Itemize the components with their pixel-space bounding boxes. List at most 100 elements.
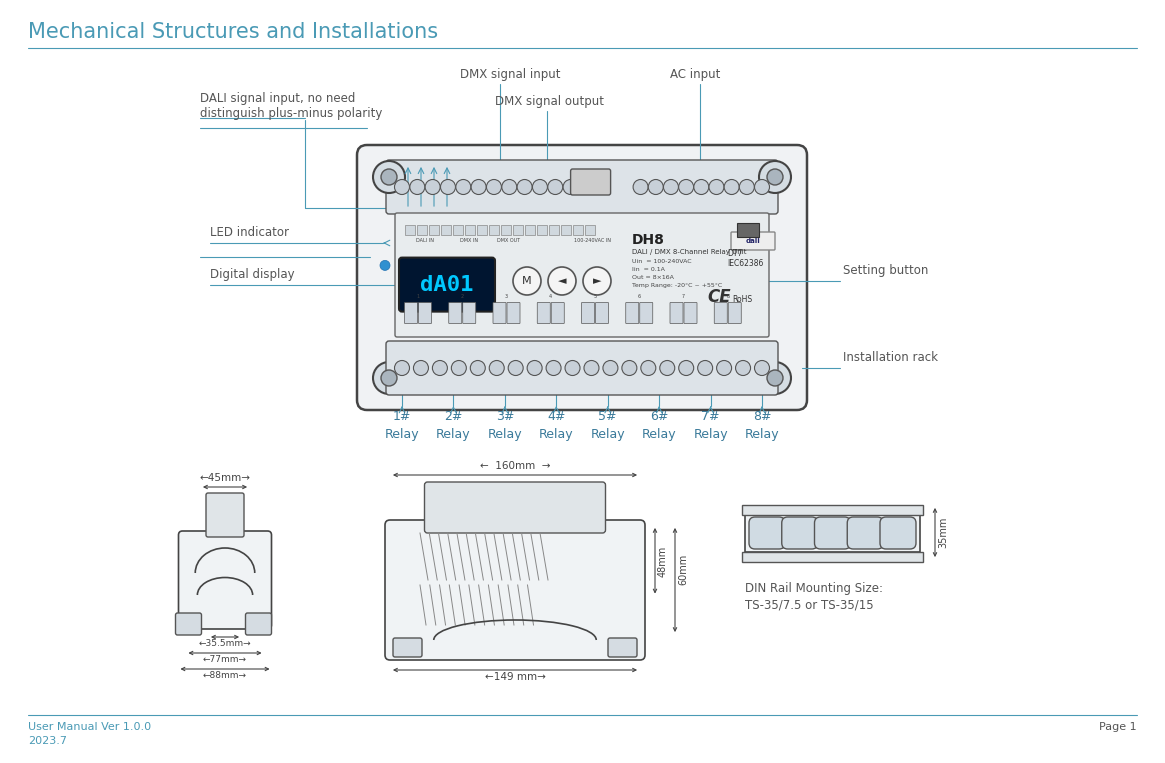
FancyBboxPatch shape (524, 224, 535, 234)
Text: Page 1: Page 1 (1100, 722, 1137, 732)
FancyBboxPatch shape (585, 224, 594, 234)
Text: M: M (522, 276, 531, 286)
FancyBboxPatch shape (440, 224, 451, 234)
Text: Relay: Relay (693, 428, 728, 441)
Circle shape (548, 267, 576, 295)
Text: ←45mm→: ←45mm→ (199, 473, 250, 483)
FancyBboxPatch shape (488, 224, 499, 234)
FancyBboxPatch shape (684, 302, 697, 324)
Text: DALI signal input, no need
distinguish plus-minus polarity: DALI signal input, no need distinguish p… (200, 92, 382, 120)
Circle shape (725, 179, 739, 195)
Text: Out = 8×16A: Out = 8×16A (631, 275, 673, 280)
FancyBboxPatch shape (513, 224, 522, 234)
Text: Setting button: Setting button (843, 264, 929, 277)
Text: Relay: Relay (591, 428, 626, 441)
FancyBboxPatch shape (537, 224, 546, 234)
Circle shape (527, 360, 542, 375)
Circle shape (508, 360, 523, 375)
FancyBboxPatch shape (730, 232, 775, 250)
FancyBboxPatch shape (551, 302, 564, 324)
FancyBboxPatch shape (737, 223, 760, 237)
FancyBboxPatch shape (384, 520, 645, 660)
Circle shape (663, 179, 678, 195)
Circle shape (565, 360, 580, 375)
FancyBboxPatch shape (356, 145, 807, 410)
Text: 5#: 5# (599, 410, 617, 423)
Circle shape (584, 360, 599, 375)
FancyBboxPatch shape (670, 302, 683, 324)
FancyBboxPatch shape (608, 638, 637, 657)
FancyBboxPatch shape (429, 224, 438, 234)
Circle shape (716, 360, 732, 375)
Text: 1: 1 (416, 294, 419, 299)
FancyBboxPatch shape (537, 302, 550, 324)
Text: Relay: Relay (487, 428, 522, 441)
FancyBboxPatch shape (176, 613, 202, 635)
Text: DMX signal input: DMX signal input (460, 68, 560, 81)
FancyBboxPatch shape (571, 169, 610, 195)
Circle shape (709, 179, 723, 195)
FancyBboxPatch shape (880, 517, 916, 549)
FancyBboxPatch shape (493, 302, 506, 324)
Text: Temp Range: -20°C ~ +55°C: Temp Range: -20°C ~ +55°C (631, 283, 722, 288)
Text: TS-35/7.5 or TS-35/15: TS-35/7.5 or TS-35/15 (744, 598, 874, 611)
Circle shape (489, 360, 504, 375)
FancyBboxPatch shape (386, 341, 778, 395)
Text: DT7: DT7 (727, 249, 742, 258)
Circle shape (760, 161, 791, 193)
Text: dA01: dA01 (421, 275, 474, 295)
FancyBboxPatch shape (640, 302, 652, 324)
Text: 7: 7 (682, 294, 685, 299)
Circle shape (451, 360, 466, 375)
Text: DIN Rail Mounting Size:: DIN Rail Mounting Size: (744, 582, 883, 595)
Text: Mechanical Structures and Installations: Mechanical Structures and Installations (28, 22, 438, 42)
Circle shape (548, 179, 563, 195)
Circle shape (456, 179, 471, 195)
FancyBboxPatch shape (395, 213, 769, 337)
Text: Relay: Relay (539, 428, 573, 441)
Text: 100-240VAC IN: 100-240VAC IN (573, 238, 610, 243)
Text: 6: 6 (637, 294, 641, 299)
FancyBboxPatch shape (782, 517, 818, 549)
Text: DMX signal output: DMX signal output (495, 95, 603, 108)
Text: ◄: ◄ (558, 276, 566, 286)
Circle shape (395, 179, 410, 195)
Text: RoHS: RoHS (732, 295, 753, 304)
Circle shape (767, 169, 783, 185)
Text: 2#: 2# (444, 410, 463, 423)
Circle shape (532, 179, 548, 195)
Circle shape (641, 360, 656, 375)
Circle shape (648, 179, 663, 195)
Text: ←35.5mm→: ←35.5mm→ (199, 639, 252, 648)
FancyBboxPatch shape (476, 224, 487, 234)
Circle shape (622, 360, 637, 375)
FancyBboxPatch shape (404, 224, 415, 234)
Circle shape (563, 179, 578, 195)
FancyBboxPatch shape (847, 517, 883, 549)
Text: 7#: 7# (701, 410, 720, 423)
Text: 3#: 3# (495, 410, 514, 423)
FancyBboxPatch shape (404, 302, 417, 324)
FancyBboxPatch shape (581, 302, 594, 324)
FancyBboxPatch shape (463, 302, 475, 324)
Text: Relay: Relay (384, 428, 419, 441)
Text: LED indicator: LED indicator (210, 226, 289, 239)
Circle shape (767, 370, 783, 386)
Text: 3: 3 (504, 294, 508, 299)
FancyBboxPatch shape (749, 517, 785, 549)
Text: IEC62386: IEC62386 (727, 259, 763, 268)
Circle shape (633, 179, 648, 195)
Circle shape (694, 179, 708, 195)
FancyBboxPatch shape (398, 258, 495, 311)
Text: AC input: AC input (670, 68, 720, 81)
Circle shape (414, 360, 429, 375)
Circle shape (425, 179, 440, 195)
Circle shape (373, 161, 405, 193)
Circle shape (513, 267, 541, 295)
Circle shape (679, 179, 693, 195)
Circle shape (395, 360, 410, 375)
Text: User Manual Ver 1.0.0: User Manual Ver 1.0.0 (28, 722, 151, 732)
Bar (742, 552, 923, 562)
Text: DALI / DMX 8-Channel Relay Unit: DALI / DMX 8-Channel Relay Unit (631, 249, 747, 255)
Text: Installation rack: Installation rack (843, 351, 938, 364)
